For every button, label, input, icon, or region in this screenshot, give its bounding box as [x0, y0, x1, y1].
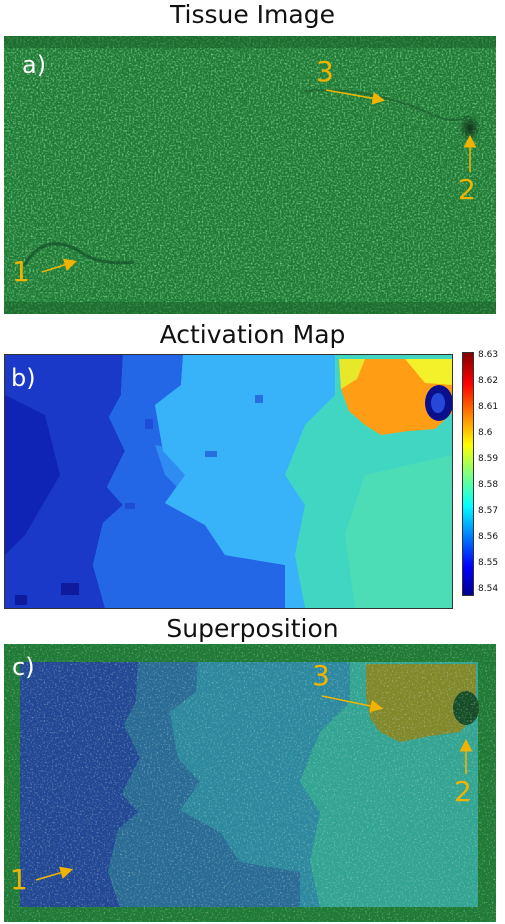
- superposition-title: Superposition: [166, 614, 339, 643]
- tissue-image: [4, 36, 496, 314]
- colorbar-tick: 8.63: [478, 350, 499, 360]
- annotation-2-superposition: 2: [454, 775, 472, 808]
- arrow-1-superposition: [35, 866, 74, 881]
- annotation-1-tissue: 1: [12, 255, 30, 288]
- colorbar-tick: 8.55: [478, 558, 499, 568]
- activation-map: [5, 355, 452, 608]
- panel-label-b: b): [11, 364, 36, 392]
- superposition-arrows: [35, 695, 473, 881]
- colorbar-tick: 8.6: [478, 428, 493, 438]
- colorbar-tick: 8.57: [478, 506, 499, 516]
- tissue-arrows: [41, 89, 477, 273]
- arrow-1-tissue: [41, 258, 78, 273]
- colorbar-tick: 8.58: [478, 480, 499, 490]
- annotation-3-superposition: 3: [312, 659, 330, 692]
- colorbar: [462, 352, 474, 596]
- tissue-dark-ring-1: [22, 242, 135, 267]
- colorbar-tick: 8.61: [478, 402, 499, 412]
- arrow-3-superposition: [321, 695, 384, 713]
- panel-label-c: c): [12, 653, 35, 681]
- tissue-image-panel: a) 3 2 1: [4, 36, 496, 314]
- colorbar-tick: 8.54: [478, 584, 499, 594]
- activation-region-cyan: [155, 355, 335, 608]
- tissue-image-title: Tissue Image: [170, 0, 335, 29]
- panel-label-a: a): [22, 51, 47, 79]
- activation-region-mid: [93, 355, 305, 608]
- annotation-2-tissue: 2: [458, 173, 476, 206]
- colorbar-tick: 8.56: [478, 532, 499, 542]
- annotation-1-superposition: 1: [10, 863, 28, 896]
- colorbar-tick: 8.62: [478, 376, 499, 386]
- superposition-panel: c) 3 2 1: [4, 644, 496, 922]
- annotation-3-tissue: 3: [316, 55, 334, 88]
- superposition-image: [4, 644, 496, 922]
- activation-map-title: Activation Map: [159, 320, 346, 349]
- arrow-3-tissue: [325, 89, 386, 105]
- colorbar-tick: 8.59: [478, 454, 499, 464]
- activation-map-panel: b): [4, 354, 453, 609]
